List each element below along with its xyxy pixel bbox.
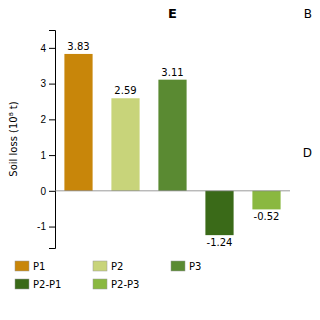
- y-tick-mark: [49, 48, 55, 49]
- data-label: -1.24: [207, 237, 233, 248]
- y-tick: 3: [40, 78, 55, 89]
- bar: [111, 98, 139, 191]
- data-label: 2.59: [114, 85, 136, 96]
- y-tick: 2: [40, 114, 55, 125]
- y-axis: -1 0 1 2 3 4: [37, 31, 55, 249]
- legend-swatch: [93, 279, 107, 289]
- legend-swatch: [171, 261, 185, 271]
- bar: [252, 191, 280, 210]
- bar: [205, 191, 233, 235]
- annotation: D: [303, 146, 312, 160]
- y-tick-label: 4: [40, 43, 46, 54]
- y-tick-mark: [49, 191, 55, 192]
- legend-label: P3: [189, 261, 201, 272]
- y-tick-label: 1: [40, 150, 46, 161]
- legend-item: P3: [171, 261, 201, 272]
- y-tick-mark: [49, 84, 55, 85]
- y-tick-label: 0: [40, 186, 46, 197]
- chart: -1 0 1 2 3 4 3.83 2.59 3.11 -1.24 -0.52 E Soil loss …: [0, 0, 320, 320]
- y-tick: 1: [40, 150, 55, 161]
- annotation: B: [304, 7, 312, 21]
- bars: [64, 54, 280, 235]
- y-axis-title: Soil loss (10⁸ t): [8, 101, 19, 176]
- y-tick-label: 3: [40, 78, 46, 89]
- y-tick-mark: [49, 119, 55, 120]
- data-labels: 3.83 2.59 3.11 -1.24 -0.52: [67, 41, 279, 248]
- y-tick-mark: [49, 227, 55, 228]
- bar: [64, 54, 92, 191]
- plot: -1 0 1 2 3 4 3.83 2.59 3.11 -1.24 -0.52: [37, 31, 290, 249]
- y-axis-line: [49, 31, 56, 249]
- y-tick: 4: [40, 43, 55, 54]
- legend-item: P2: [93, 261, 123, 272]
- legend-label: P2-P3: [111, 279, 139, 290]
- y-tick: 0: [40, 186, 55, 197]
- y-tick: -1: [37, 221, 55, 232]
- legend-item: P2-P1: [15, 279, 61, 290]
- legend: P1 P2 P3 P2-P1 P2-P3: [15, 261, 201, 290]
- legend-item: P2-P3: [93, 279, 139, 290]
- legend-label: P2-P1: [33, 279, 61, 290]
- bar: [158, 80, 186, 191]
- legend-label: P1: [33, 261, 45, 272]
- data-label: 3.83: [67, 41, 89, 52]
- title: E: [168, 6, 177, 21]
- y-tick-mark: [49, 155, 55, 156]
- y-tick-label: -1: [37, 221, 46, 232]
- data-label: -0.52: [254, 211, 280, 222]
- legend-item: P1: [15, 261, 45, 272]
- legend-swatch: [15, 261, 29, 271]
- data-label: 3.11: [161, 67, 183, 78]
- legend-swatch: [93, 261, 107, 271]
- zero-line: [55, 190, 290, 191]
- legend-label: P2: [111, 261, 123, 272]
- legend-swatch: [15, 279, 29, 289]
- y-tick-label: 2: [40, 114, 46, 125]
